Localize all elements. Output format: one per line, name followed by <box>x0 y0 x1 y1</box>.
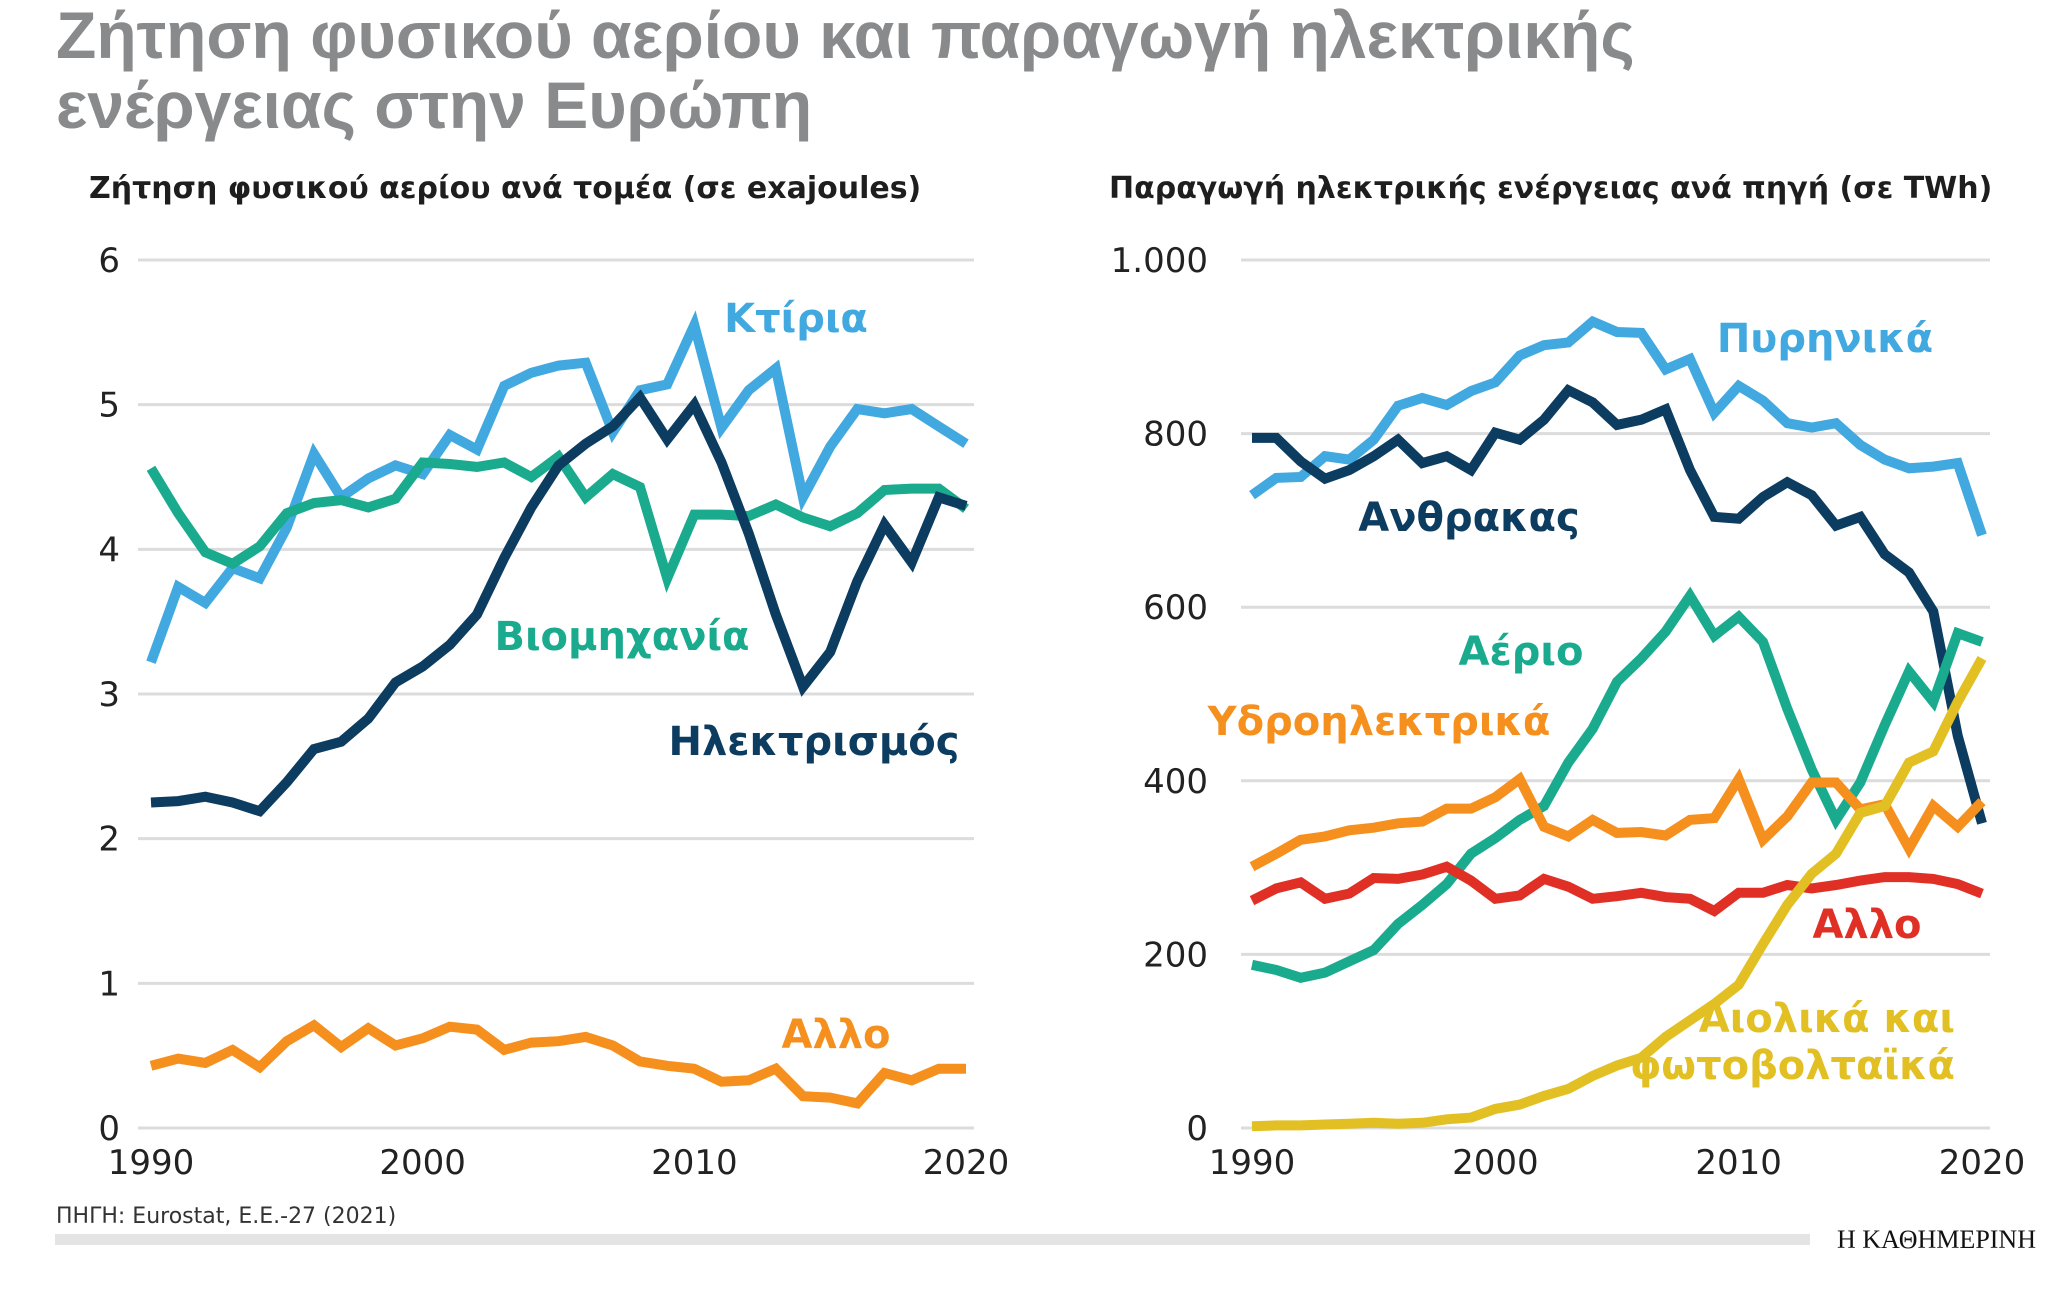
x-tick-label: 1990 <box>1209 1143 1296 1183</box>
label-anthrakas: Ανθρακας <box>1358 495 1579 541</box>
y-tick-label: 5 <box>98 386 120 426</box>
series-line-Βιομηχανία <box>146 449 969 594</box>
y-tick-label: 3 <box>98 675 120 715</box>
left-chart-title: Ζήτηση φυσικού αερίου ανά τομέα (σε exaj… <box>89 171 921 206</box>
label-pyrinika: Πυρηνικά <box>1717 316 1933 362</box>
y-tick-label: 1.000 <box>1111 241 1208 281</box>
label-ydroilektrika: Υδροηλεκτρικά <box>1207 699 1551 745</box>
y-tick-label: 4 <box>98 530 120 570</box>
label-aerio: Αέριο <box>1459 629 1584 675</box>
y-tick-label: 600 <box>1143 588 1208 628</box>
y-tick-label: 0 <box>98 1109 120 1149</box>
series-line-Υδροηλεκτρικά <box>1249 768 1986 872</box>
series-line-Αέριο <box>1250 586 1984 983</box>
series-line-Κτίρια <box>146 310 969 664</box>
gas-demand-chart: 0 1 2 3 4 5 6 1990 2000 2010 2020 <box>98 241 1009 1183</box>
main-title-line-1: Ζήτηση φυσικού αερίου και παραγωγή ηλεκτ… <box>56 0 1635 72</box>
y-tick-label: 200 <box>1143 935 1208 975</box>
footer-bar <box>55 1234 1810 1245</box>
series-line-Αλλο <box>149 1019 966 1109</box>
y-tick-label: 400 <box>1143 762 1208 802</box>
source-note: ΠΗΓΗ: Eurostat, Ε.Ε.-27 (2021) <box>56 1204 396 1229</box>
label-allo-left: Αλλο <box>781 1012 890 1058</box>
x-tick-label: 2000 <box>379 1143 466 1183</box>
series-line-Πυρηνικά <box>1249 315 1987 537</box>
y-tick-label: 6 <box>98 241 120 281</box>
label-ilektrismos: Ηλεκτρισμός <box>669 719 960 765</box>
x-tick-label: 2020 <box>1939 1143 2026 1183</box>
x-tick-label: 2010 <box>651 1143 738 1183</box>
series-line-Ηλεκτρισμός <box>150 389 968 817</box>
series-line-Αλλο <box>1249 861 1984 917</box>
label-ktiria: Κτίρια <box>724 296 868 342</box>
y-tick-label: 1 <box>98 964 120 1004</box>
y-tick-label: 2 <box>98 820 120 860</box>
series-line-Αιολικά και φωτοβολταϊκά <box>1251 655 1987 1132</box>
label-aiolika-line-2: φωτοβολταϊκά <box>1630 1043 1955 1089</box>
y-tick-label: 0 <box>1186 1109 1208 1149</box>
main-title-line-2: ενέργειας στην Ευρώπη <box>56 68 812 142</box>
y-tick-label: 800 <box>1143 415 1208 455</box>
x-tick-label: 1990 <box>108 1143 195 1183</box>
label-allo-right: Αλλο <box>1812 902 1921 948</box>
series-line-Ανθρακας <box>1252 383 1987 825</box>
publisher-logo: Η ΚΑΘΗΜΕΡΙΝΗ <box>1837 1225 2036 1254</box>
electricity-production-chart: 0 200 400 600 800 1.000 1990 2000 2010 2020 <box>1111 241 2026 1183</box>
label-aiolika-line-1: Αιολικά και <box>1699 996 1955 1042</box>
label-viomichania: Βιομηχανία <box>494 614 749 660</box>
x-tick-label: 2000 <box>1452 1143 1539 1183</box>
x-tick-label: 2010 <box>1695 1143 1782 1183</box>
right-chart-title: Παραγωγή ηλεκτρικής ενέργειας ανά πηγή (… <box>1109 171 1992 206</box>
x-tick-label: 2020 <box>923 1143 1010 1183</box>
